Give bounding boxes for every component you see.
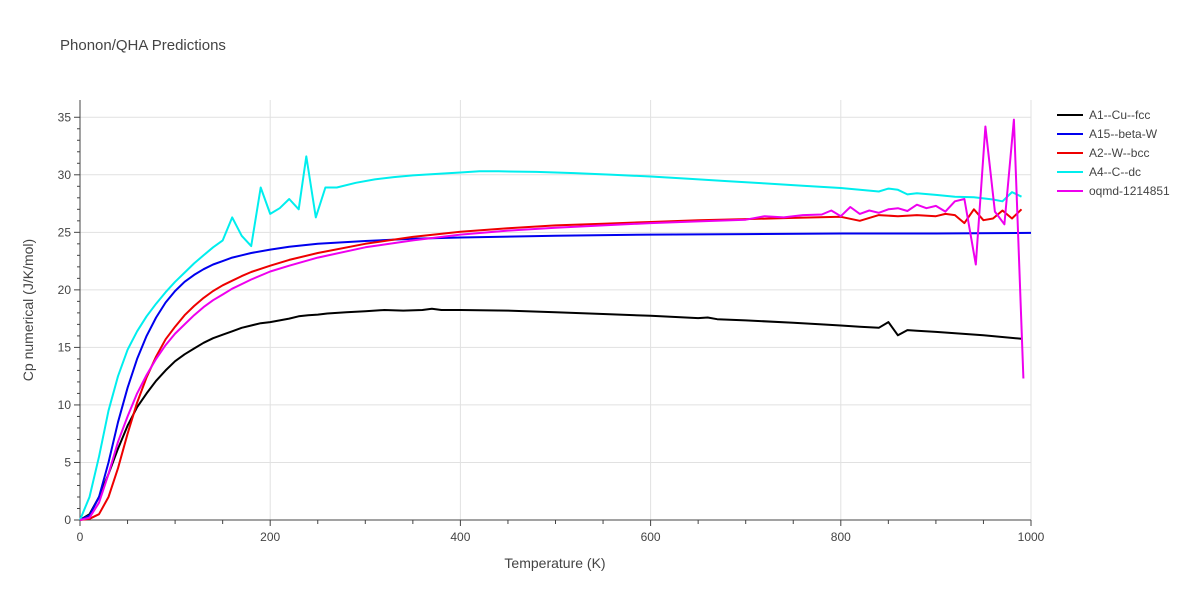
x-tick-label: 600 <box>641 530 661 544</box>
x-axis-label: Temperature (K) <box>504 555 605 571</box>
x-tick-label: 800 <box>831 530 851 544</box>
series-line-A15--beta-W[interactable] <box>79 231 1032 521</box>
legend-item[interactable]: A15--beta-W <box>1057 127 1158 141</box>
legend-item[interactable]: A2--W--bcc <box>1057 146 1149 160</box>
y-tick-label: 35 <box>58 110 72 124</box>
series-line-A4--C--dc[interactable] <box>79 155 1022 521</box>
axes-layer: 0 200 400 600 800 1000 0 5 10 15 20 25 30 35 <box>58 100 1045 544</box>
series-line-oqmd-1214851[interactable] <box>79 118 1025 521</box>
legend-label: A2--W--bcc <box>1089 146 1149 160</box>
legend-item[interactable]: oqmd-1214851 <box>1057 184 1170 198</box>
legend-label: A1--Cu--fcc <box>1089 108 1150 122</box>
legend-item[interactable]: A4--C--dc <box>1057 165 1141 179</box>
y-tick-label: 15 <box>58 340 72 354</box>
legend-label: oqmd-1214851 <box>1089 184 1170 198</box>
series-line-A2--W--bcc[interactable] <box>79 208 1023 521</box>
x-tick-label: 400 <box>450 530 470 544</box>
series-layer <box>79 118 1032 521</box>
y-tick-label: 10 <box>58 398 72 412</box>
legend-label: A15--beta-W <box>1089 127 1158 141</box>
x-tick-label: 0 <box>77 530 84 544</box>
y-tick-label: 30 <box>58 168 72 182</box>
legend[interactable]: A1--Cu--fcc A15--beta-W A2--W--bcc A4--C--d… <box>1057 108 1170 198</box>
y-axis-label: Cp numerical (J/K/mol) <box>20 239 36 381</box>
y-tick-label: 0 <box>64 513 71 527</box>
grid-layer <box>79 100 1032 521</box>
series-line-A1--Cu--fcc[interactable] <box>79 307 1022 521</box>
chart-title: Phonon/QHA Predictions <box>60 37 226 54</box>
y-tick-label: 5 <box>64 455 71 469</box>
x-tick-label: 200 <box>260 530 280 544</box>
x-tick-label: 1000 <box>1018 530 1045 544</box>
y-tick-label: 25 <box>58 225 72 239</box>
y-tick-label: 20 <box>58 283 72 297</box>
legend-label: A4--C--dc <box>1089 165 1141 179</box>
legend-item[interactable]: A1--Cu--fcc <box>1057 108 1150 122</box>
